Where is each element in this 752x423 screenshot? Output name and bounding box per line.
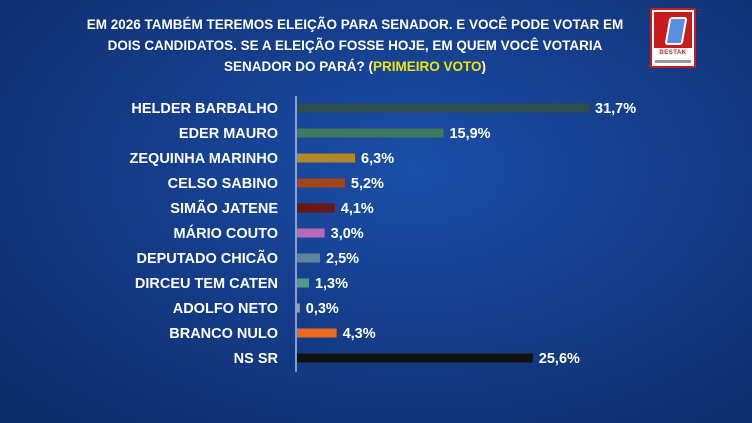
- value-label: 4,3%: [343, 326, 376, 342]
- value-label: 3,0%: [331, 226, 364, 242]
- chart-title: EM 2026 TAMBÉM TEREMOS ELEIÇÃO PARA SENA…: [60, 14, 650, 77]
- category-label: HELDER BARBALHO: [131, 101, 278, 117]
- category-label: DIRCEU TEM CATEN: [135, 276, 278, 292]
- value-label: 6,3%: [361, 151, 394, 167]
- bar: [297, 203, 335, 213]
- category-label: ZEQUINHA MARINHO: [130, 151, 278, 167]
- bar: [297, 128, 444, 138]
- bar: [297, 278, 309, 288]
- bars-group: HELDER BARBALHO 31,7% EDER MAURO 15,9% ZEQUI…: [130, 101, 637, 367]
- value-label: 15,9%: [449, 126, 490, 142]
- category-label: EDER MAURO: [179, 126, 278, 142]
- title-line-1: EM 2026 TAMBÉM TEREMOS ELEIÇÃO PARA SENA…: [86, 17, 624, 32]
- value-label: 2,5%: [326, 251, 359, 267]
- value-label: 4,1%: [341, 201, 374, 217]
- category-label: NS SR: [234, 351, 279, 367]
- logo-brand: DESTAK: [659, 50, 687, 56]
- value-label: 1,3%: [315, 276, 348, 292]
- category-label: BRANCO NULO: [169, 326, 278, 342]
- value-label: 25,6%: [539, 351, 580, 367]
- category-label: MÁRIO COUTO: [174, 225, 278, 242]
- category-label: SIMÃO JATENE: [170, 199, 278, 217]
- bar: [297, 228, 325, 238]
- bar: [297, 328, 337, 338]
- category-label: CELSO SABINO: [168, 176, 278, 192]
- title-highlight: PRIMEIRO VOTO: [373, 59, 482, 74]
- title-line-3-end: ): [481, 59, 487, 74]
- value-label: 5,2%: [351, 176, 384, 192]
- logo-subline: [655, 60, 691, 63]
- bar: [297, 253, 321, 263]
- bar: [297, 303, 300, 313]
- bar: [297, 353, 533, 363]
- logo-emblem: [654, 12, 692, 48]
- title-line-2: DOIS CANDIDATOS. SE A ELEIÇÃO FOSSE HOJE…: [107, 38, 603, 53]
- destak-logo: DESTAK: [650, 8, 696, 68]
- title-line-3: SENADOR DO PARÁ? (PRIMEIRO VOTO): [60, 56, 650, 77]
- bar: [297, 153, 356, 163]
- category-label: ADOLFO NETO: [173, 301, 278, 317]
- bar: [297, 103, 589, 113]
- category-label: DEPUTADO CHICÃO: [136, 249, 278, 267]
- title-line-3-main: SENADOR DO PARÁ? (: [223, 59, 373, 74]
- value-label: 31,7%: [595, 101, 636, 117]
- value-label: 0,3%: [306, 301, 339, 317]
- bar: [297, 178, 345, 188]
